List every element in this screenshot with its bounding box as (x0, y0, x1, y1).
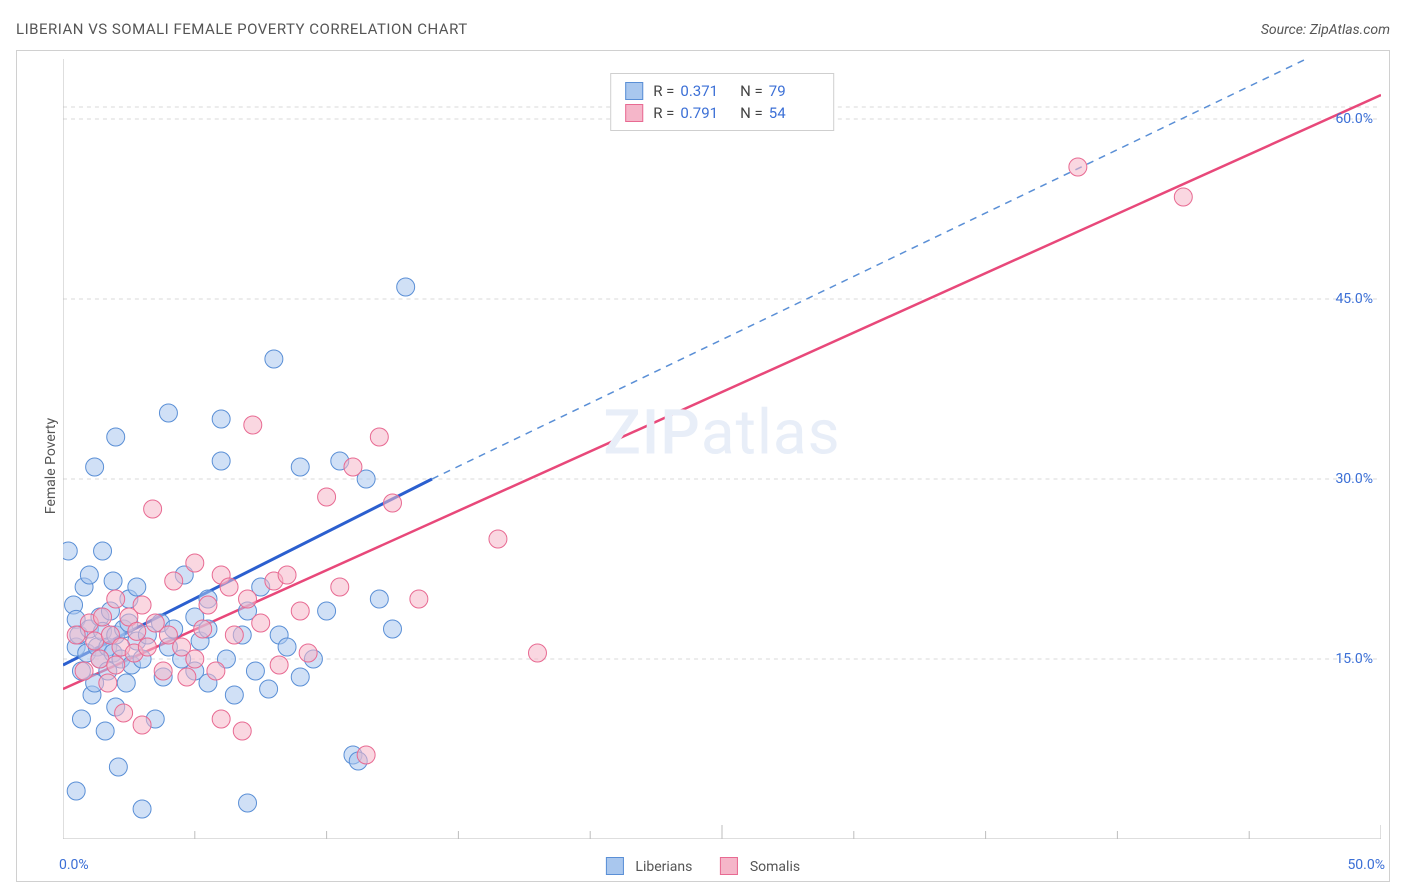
plot-svg (63, 59, 1381, 839)
x-axis-max-label: 50.0% (1347, 857, 1385, 873)
swatch-liberians-icon (625, 82, 643, 100)
y-tick-label: 45.0% (1335, 291, 1373, 307)
n-value-somalis: 54 (769, 102, 819, 124)
swatch-somalis-icon (625, 104, 643, 122)
chart-frame: Female Poverty ZIPatlas 15.0%30.0%45.0%6… (16, 50, 1390, 882)
r-value-somalis: 0.791 (680, 102, 730, 124)
legend-item-somalis: Somalis (720, 857, 800, 875)
y-tick-label: 30.0% (1335, 471, 1373, 487)
y-tick-label: 60.0% (1335, 111, 1373, 127)
plot-area: ZIPatlas 15.0%30.0%45.0%60.0% R = 0.371 … (63, 59, 1381, 839)
chart-title: LIBERIAN VS SOMALI FEMALE POVERTY CORREL… (16, 20, 468, 38)
legend-label-somalis: Somalis (750, 859, 800, 875)
r-value-liberians: 0.371 (680, 80, 730, 102)
stats-row-somalis: R = 0.791 N = 54 (625, 102, 819, 124)
stats-row-liberians: R = 0.371 N = 79 (625, 80, 819, 102)
legend-item-liberians: Liberians (606, 857, 692, 875)
y-tick-label: 15.0% (1335, 651, 1373, 667)
legend-label-liberians: Liberians (635, 859, 692, 875)
legend: Liberians Somalis (606, 857, 800, 875)
x-axis-min-label: 0.0% (59, 857, 89, 873)
legend-swatch-liberians-icon (606, 857, 624, 875)
y-axis-label: Female Poverty (43, 418, 59, 514)
legend-swatch-somalis-icon (720, 857, 738, 875)
chart-source: Source: ZipAtlas.com (1261, 22, 1390, 38)
correlation-stats-box: R = 0.371 N = 79 R = 0.791 N = 54 (610, 73, 834, 131)
n-value-liberians: 79 (769, 80, 819, 102)
